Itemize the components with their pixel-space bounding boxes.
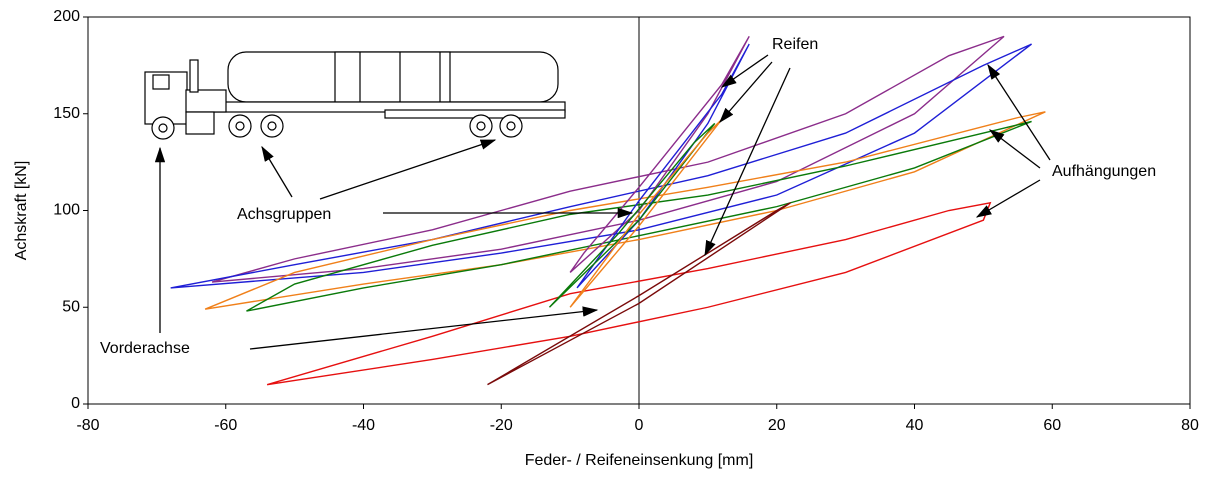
y-tick-label: 200 [53, 8, 80, 25]
x-axis-label: Feder- / Reifeneinsenkung [mm] [525, 452, 754, 469]
x-tick-label: -80 [76, 417, 99, 434]
y-tick-label: 50 [62, 298, 80, 315]
annotation: Aufhängungen [1052, 163, 1156, 180]
x-tick-label: 60 [1043, 417, 1061, 434]
annotation: Reifen [772, 36, 818, 53]
y-tick-label: 0 [71, 395, 80, 412]
x-tick-label: -20 [490, 417, 513, 434]
x-tick-label: 80 [1181, 417, 1199, 434]
x-tick-label: 40 [906, 417, 924, 434]
truck-illustration [145, 52, 565, 139]
annotation: Vorderachse [100, 340, 190, 357]
y-tick-label: 150 [53, 105, 80, 122]
y-tick-label: 100 [53, 202, 80, 219]
x-tick-label: -60 [214, 417, 237, 434]
hysteresis-loop [549, 123, 714, 307]
annotation: Achsgruppen [237, 206, 331, 223]
y-axis-label: Achskraft [kN] [13, 161, 30, 261]
x-tick-label: 20 [768, 417, 786, 434]
x-tick-label: 0 [635, 417, 644, 434]
x-tick-label: -40 [352, 417, 375, 434]
chart: -80 -60 -40 -20 0 20 40 60 80 0 50 100 150 200 Feder- … [0, 0, 1215, 473]
hysteresis-loop [570, 36, 749, 272]
